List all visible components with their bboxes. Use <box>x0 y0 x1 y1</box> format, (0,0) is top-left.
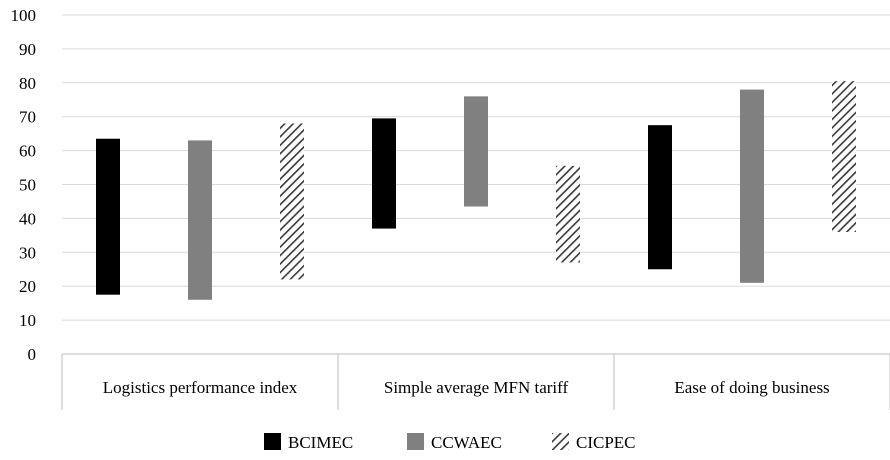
y-tick-label: 80 <box>19 74 36 93</box>
legend-swatch-cicpec <box>552 433 569 450</box>
range-bar-cicpec <box>280 123 304 280</box>
y-tick-label: 40 <box>19 209 36 228</box>
x-category-label: Simple average MFN tariff <box>384 378 569 397</box>
legend-label: CCWAEC <box>431 433 502 452</box>
x-axis-categories: Logistics performance index Simple averag… <box>103 378 830 397</box>
range-bar-bcimec <box>96 138 120 295</box>
y-tick-label: 30 <box>19 243 36 262</box>
legend-label: BCIMEC <box>288 433 353 452</box>
y-axis-ticks: 0 10 20 30 40 50 60 70 80 90 100 <box>11 6 37 364</box>
y-tick-label: 10 <box>19 311 36 330</box>
y-tick-label: 70 <box>19 108 36 127</box>
range-bar-bcimec <box>648 125 672 270</box>
y-tick-label: 60 <box>19 142 36 161</box>
y-tick-label: 90 <box>19 40 36 59</box>
legend-label: CICPEC <box>576 433 636 452</box>
range-bar-ccwaec <box>188 140 212 300</box>
legend-swatch-bcimec <box>264 433 281 450</box>
range-bar-bcimec <box>372 118 396 229</box>
y-tick-label: 100 <box>11 6 37 25</box>
range-bar-ccwaec <box>740 89 764 283</box>
range-bar-cicpec <box>832 81 856 232</box>
range-bar-ccwaec <box>464 96 488 207</box>
x-category-label: Ease of doing business <box>674 378 829 397</box>
y-tick-label: 0 <box>28 345 37 364</box>
range-bar-cicpec <box>556 165 580 263</box>
y-tick-label: 20 <box>19 277 36 296</box>
y-tick-label: 50 <box>19 176 36 195</box>
legend-swatch-ccwaec <box>407 433 424 450</box>
bars <box>96 81 856 300</box>
x-axis <box>61 353 890 410</box>
legend: BCIMEC CCWAEC CICPEC <box>264 433 636 452</box>
x-category-label: Logistics performance index <box>103 378 298 397</box>
